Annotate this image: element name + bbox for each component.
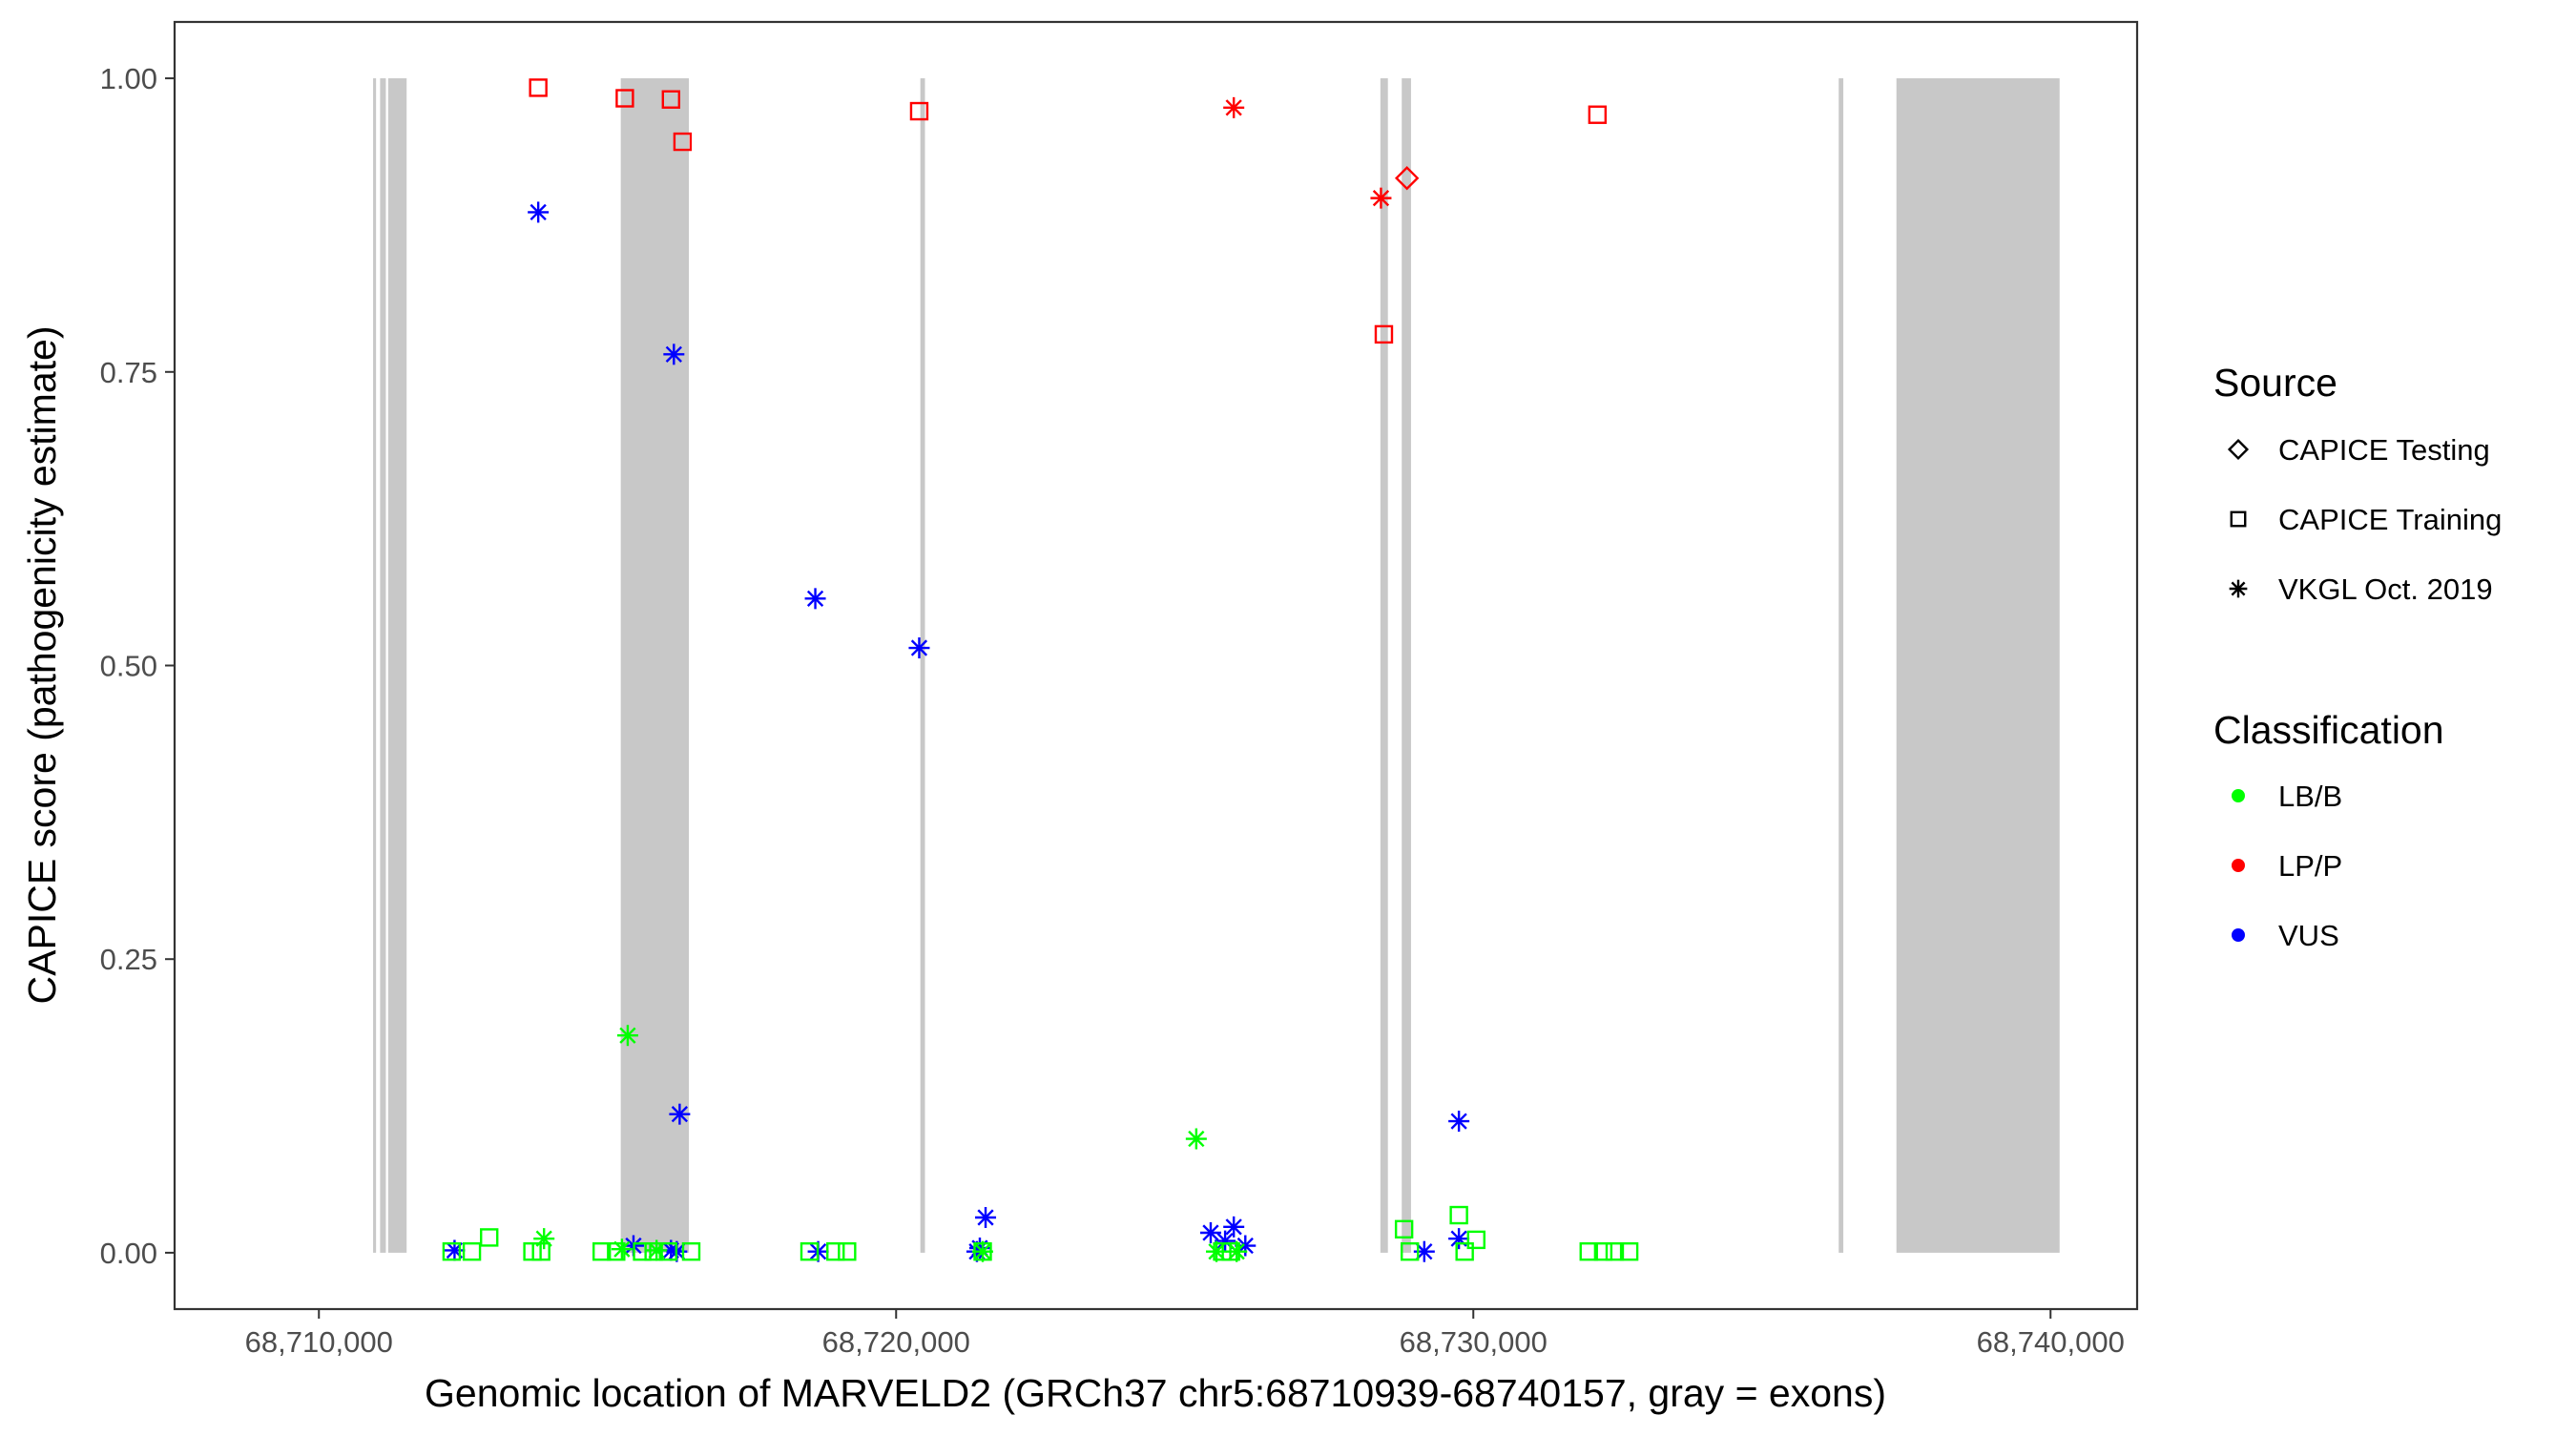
data-point-capice-training-lb-b xyxy=(480,1228,499,1247)
x-tick-label: 68,740,000 xyxy=(1977,1325,2125,1359)
axis-layer: 0.00 0.25 0.50 0.75 1.00 68,710,000 68,720,000… xyxy=(100,62,2125,1359)
y-tick-label: 0.00 xyxy=(100,1237,157,1270)
data-point-vkgl-oct-2019-vus xyxy=(1199,1221,1221,1243)
data-point-capice-training-lp-p xyxy=(529,78,548,97)
data-point-vkgl-oct-2019-vus xyxy=(528,201,550,223)
data-point-capice-training-lp-p xyxy=(909,101,929,121)
data-point-capice-training-lb-b xyxy=(800,1241,820,1261)
data-point-capice-training-lb-b xyxy=(1221,1241,1240,1261)
exon-band xyxy=(920,78,925,1253)
legend-key-square-icon xyxy=(2230,510,2247,528)
data-point-capice-training-lb-b xyxy=(681,1241,701,1261)
data-point-vkgl-oct-2019-lp-p xyxy=(1223,96,1245,118)
data-point-vkgl-oct-2019-vus xyxy=(975,1206,997,1228)
legend-key-asterisk-icon xyxy=(2229,579,2248,598)
legend-classification-label: LB/B xyxy=(2278,780,2342,813)
x-tick-label: 68,720,000 xyxy=(822,1325,970,1359)
data-point-capice-training-lp-p xyxy=(661,90,680,109)
legend-key-diamond-icon xyxy=(2227,438,2250,461)
data-point-capice-training-lb-b xyxy=(592,1241,612,1261)
data-point-capice-training-lb-b xyxy=(973,1241,992,1261)
y-axis-title: CAPICE score (pathogenicity estimate) xyxy=(20,326,64,1005)
data-point-capice-training-lb-b xyxy=(1579,1241,1598,1261)
data-point-capice-training-lp-p xyxy=(1588,105,1608,124)
legend-classification-label: VUS xyxy=(2278,919,2339,952)
exon-layer xyxy=(373,78,2060,1253)
data-point-capice-training-lb-b xyxy=(658,1241,677,1261)
point-layer xyxy=(442,78,1639,1262)
x-tick-label: 68,730,000 xyxy=(1400,1325,1548,1359)
data-point-vkgl-oct-2019-vus xyxy=(804,588,826,610)
data-point-vkgl-oct-2019-lb-b xyxy=(533,1228,555,1250)
data-point-capice-training-lb-b xyxy=(633,1241,652,1261)
legend-classification: Classification LB/B LP/P VUS xyxy=(2213,708,2444,952)
exon-band xyxy=(387,78,407,1253)
data-point-capice-training-lb-b xyxy=(826,1241,845,1261)
y-tick-label: 1.00 xyxy=(100,62,157,95)
exon-band xyxy=(620,78,690,1253)
legend-source-label: VKGL Oct. 2019 xyxy=(2278,572,2493,606)
data-point-capice-training-lb-b xyxy=(644,1241,663,1261)
data-point-vkgl-oct-2019-vus xyxy=(669,1103,691,1125)
data-point-vkgl-oct-2019-vus xyxy=(663,343,685,365)
legend-key-dot-icon xyxy=(2232,928,2245,942)
data-point-vkgl-oct-2019-vus xyxy=(908,637,930,659)
data-point-capice-training-lb-b xyxy=(1394,1219,1414,1239)
legend-classification-label: LP/P xyxy=(2278,849,2342,883)
data-point-capice-training-lb-b xyxy=(1466,1230,1485,1250)
data-point-capice-training-lp-p xyxy=(1374,324,1394,344)
data-point-vkgl-oct-2019-vus xyxy=(1223,1216,1245,1238)
data-point-capice-training-lp-p xyxy=(673,132,693,152)
exon-band xyxy=(380,78,386,1253)
legend-classification-title: Classification xyxy=(2213,708,2444,752)
data-point-capice-training-lb-b xyxy=(531,1241,551,1261)
exon-band xyxy=(1380,78,1388,1253)
data-point-capice-training-lb-b xyxy=(1605,1241,1625,1261)
data-point-vkgl-oct-2019-lp-p xyxy=(1370,187,1392,209)
data-point-vkgl-oct-2019-vus xyxy=(1448,1228,1470,1250)
data-point-vkgl-oct-2019-lb-b xyxy=(1185,1128,1207,1150)
data-point-capice-testing-lp-p xyxy=(1394,166,1420,191)
data-point-capice-training-lp-p xyxy=(615,89,634,108)
legend-source-label: CAPICE Testing xyxy=(2278,433,2490,467)
exon-band xyxy=(1402,78,1411,1253)
legend-source: Source CAPICE Testing CAPICE Training VKGL… xyxy=(2213,361,2502,606)
legend-key-dot-icon xyxy=(2232,859,2245,872)
y-tick-label: 0.50 xyxy=(100,650,157,683)
exon-band xyxy=(1839,78,1844,1253)
data-point-capice-training-lb-b xyxy=(1593,1241,1613,1261)
data-point-capice-training-lb-b xyxy=(1455,1241,1474,1261)
x-axis-title: Genomic location of MARVELD2 (GRCh37 chr… xyxy=(425,1371,1886,1415)
data-point-capice-training-lb-b xyxy=(607,1241,626,1261)
data-point-capice-training-lb-b xyxy=(462,1241,482,1261)
data-point-capice-training-lb-b xyxy=(1619,1241,1639,1261)
data-point-capice-training-lb-b xyxy=(1400,1241,1420,1261)
y-tick-label: 0.75 xyxy=(100,356,157,389)
data-point-vkgl-oct-2019-vus xyxy=(1448,1111,1470,1133)
legend-source-title: Source xyxy=(2213,361,2337,405)
x-tick-label: 68,710,000 xyxy=(245,1325,393,1359)
data-point-capice-training-lb-b xyxy=(838,1241,857,1261)
legend-source-label: CAPICE Training xyxy=(2278,503,2502,536)
exon-band xyxy=(1896,78,2060,1253)
data-point-capice-training-lb-b xyxy=(1449,1205,1468,1225)
data-point-vkgl-oct-2019-lb-b xyxy=(611,1238,633,1260)
data-point-capice-training-lb-b xyxy=(442,1241,462,1261)
data-point-vkgl-oct-2019-lb-b xyxy=(616,1025,638,1047)
y-tick-label: 0.25 xyxy=(100,943,157,976)
legend-key-dot-icon xyxy=(2232,789,2245,802)
exon-band xyxy=(373,78,377,1253)
